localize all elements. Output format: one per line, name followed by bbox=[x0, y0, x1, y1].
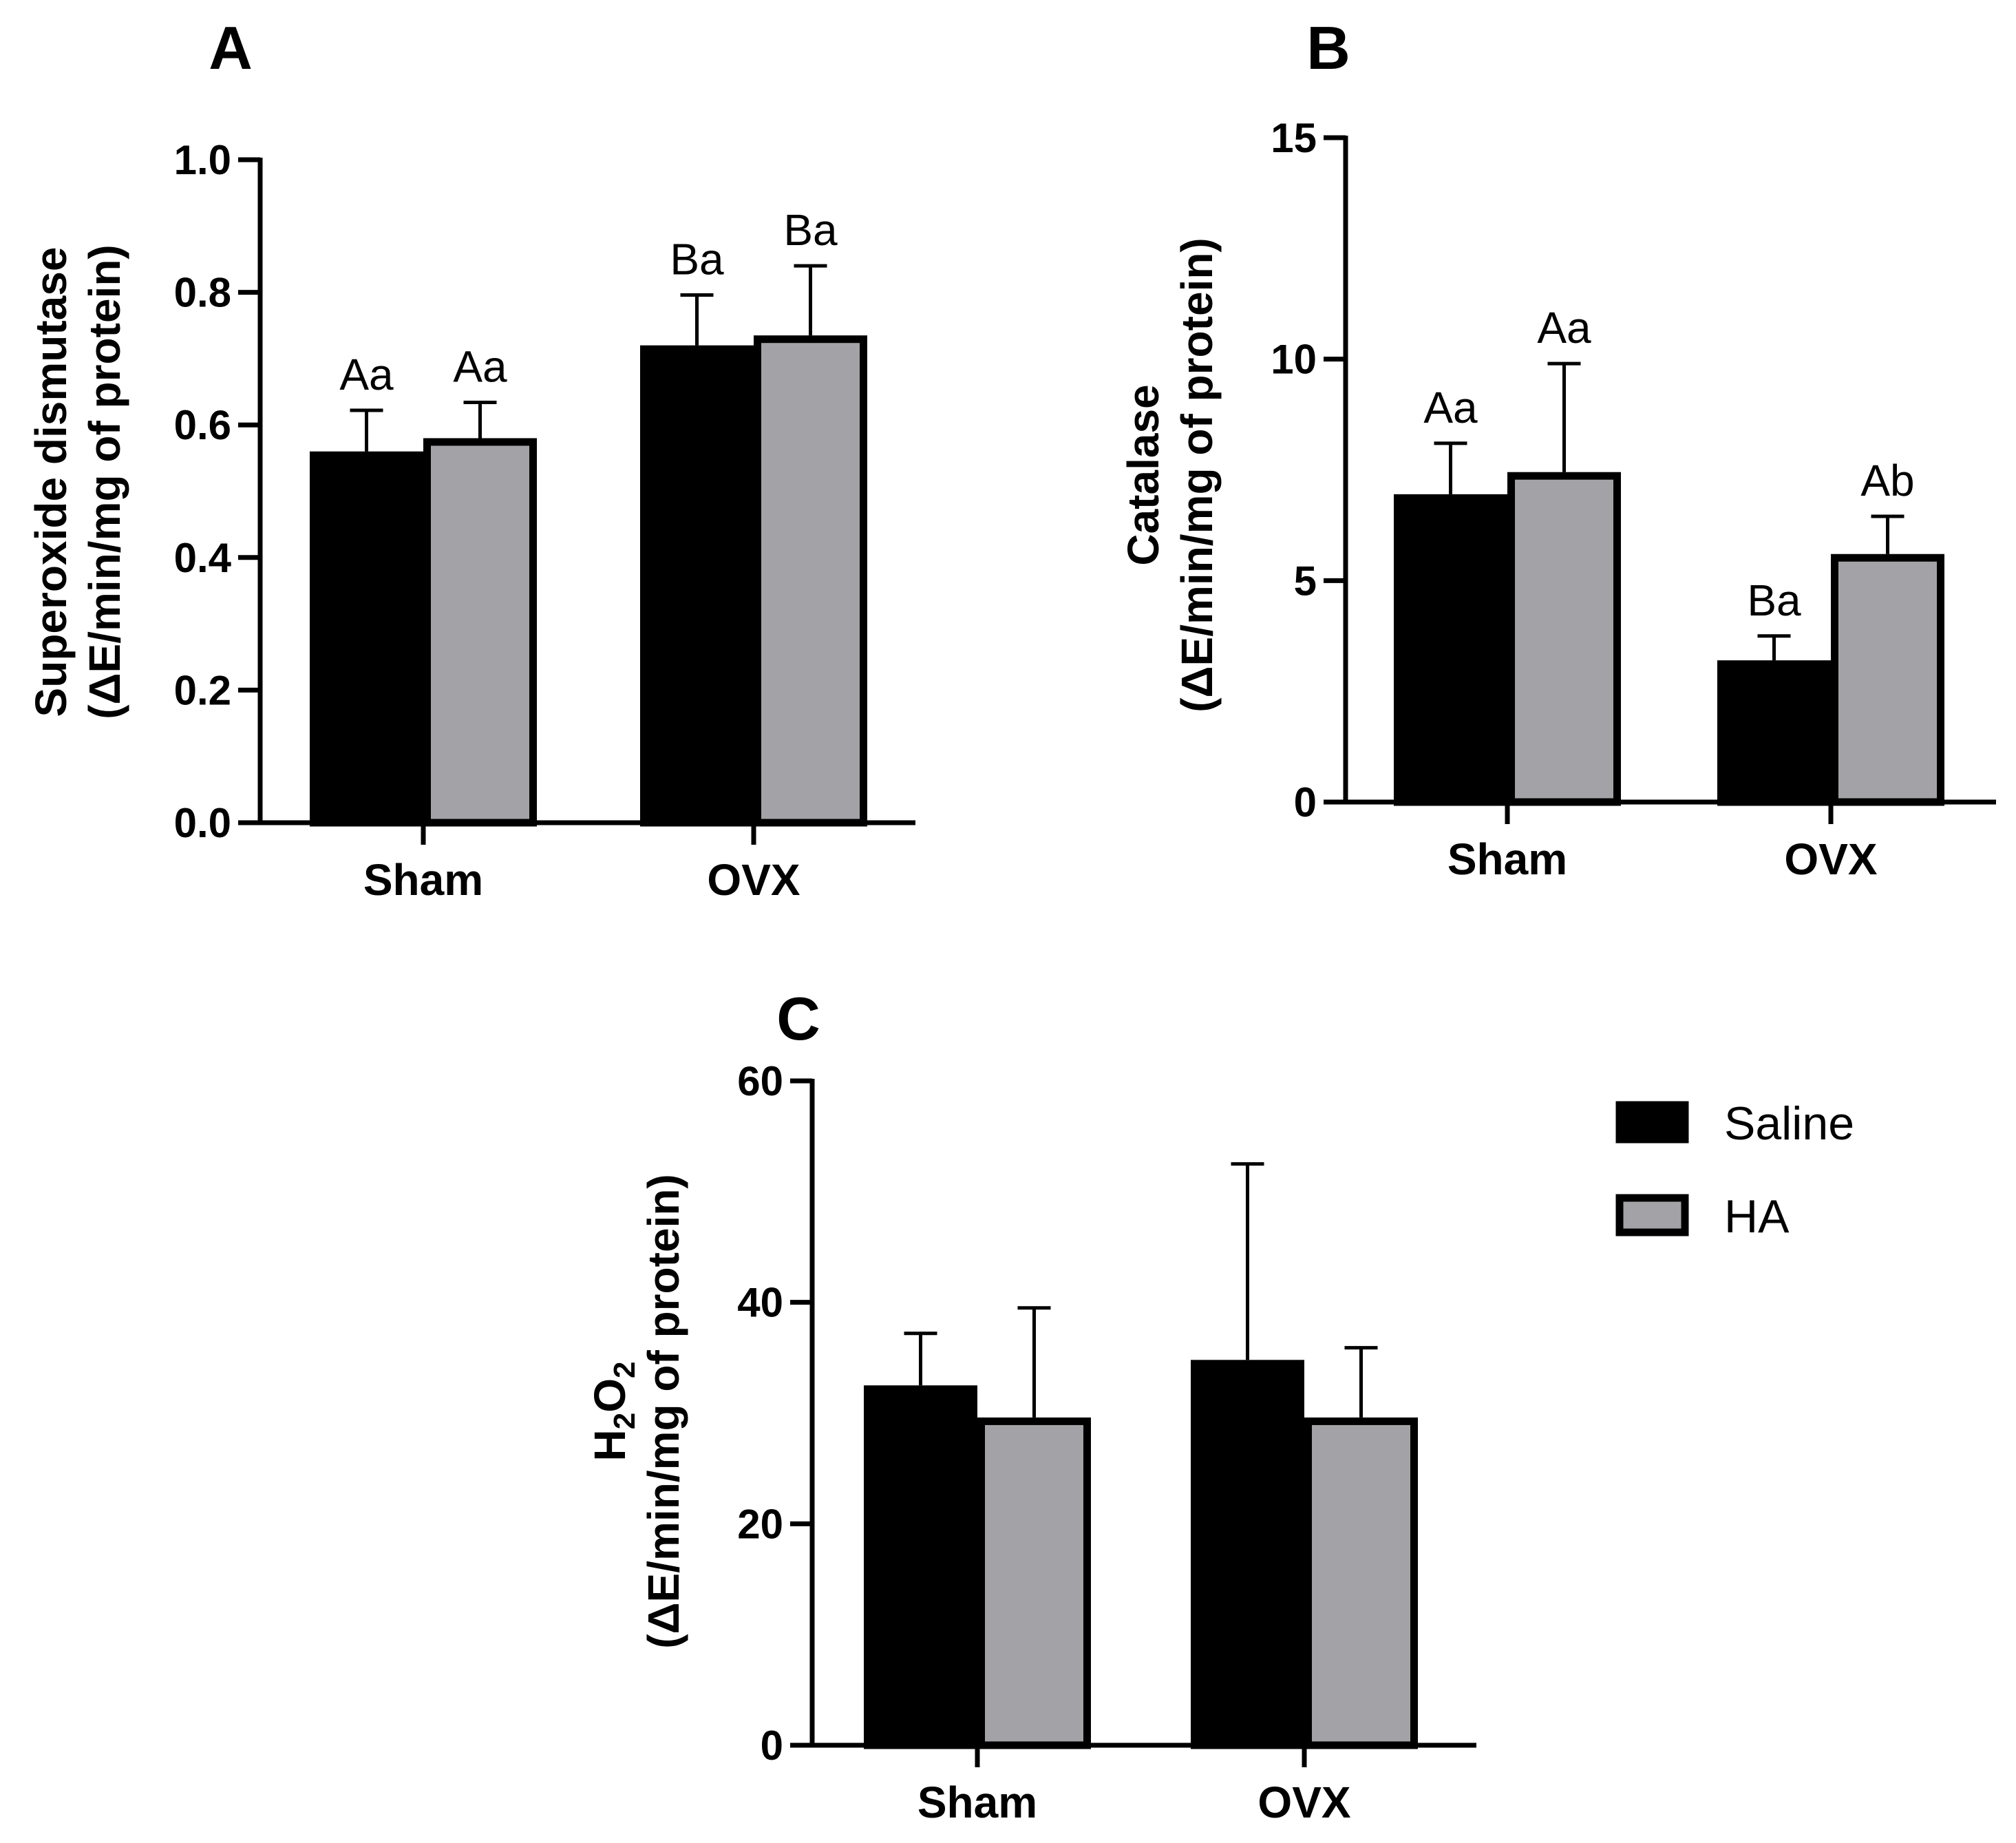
panel-c-y-title-line1: H2O2 bbox=[585, 1362, 641, 1462]
legend: Saline HA bbox=[1615, 1097, 1854, 1243]
h2o2-sub1: 2 bbox=[608, 1413, 641, 1429]
panel-b-ytick-label-2: 10 bbox=[1271, 337, 1317, 383]
panel-b-y-title-line1: Catalase bbox=[1118, 384, 1168, 565]
legend-label-ha: HA bbox=[1724, 1190, 1790, 1243]
panel-a-y-title: Superoxide dismutase (ΔE/min/mg of prote… bbox=[26, 244, 129, 719]
legend-swatch-ha bbox=[1615, 1194, 1689, 1236]
panel-b-letter: B bbox=[1306, 14, 1350, 82]
panel-c-y-title: H2O2 (ΔE/min/mg of protein) bbox=[585, 1174, 688, 1649]
panel-b-ytick-label-0: 0 bbox=[1294, 779, 1317, 825]
panel-c-bar-ha-0 bbox=[977, 1417, 1091, 1749]
panel-a-letter: A bbox=[209, 14, 253, 82]
legend-label-saline: Saline bbox=[1724, 1097, 1854, 1150]
panel-b-y-title-line2: (ΔE/min/mg of protein) bbox=[1172, 238, 1222, 713]
panel-b-sig-label-saline-0: Aa bbox=[1423, 383, 1478, 432]
panel-a-ytick-label-2: 0.4 bbox=[174, 535, 232, 581]
panel-a-y-title-line2: (ΔE/min/mg of protein) bbox=[80, 244, 129, 719]
panel-a-ytick-label-0: 0.0 bbox=[174, 800, 231, 846]
legend-swatch-saline bbox=[1615, 1101, 1689, 1144]
panel-c-ytick-label-3: 60 bbox=[737, 1058, 783, 1104]
panel-a-bar-saline-1 bbox=[640, 345, 754, 827]
panel-a-category-label-1: OVX bbox=[707, 855, 800, 905]
panel-c-ytick-label-1: 20 bbox=[737, 1501, 783, 1547]
panel-a-bar-saline-0 bbox=[310, 451, 423, 827]
h2o2-o: O bbox=[585, 1378, 635, 1413]
panel-a-ytick-label-5: 1.0 bbox=[174, 137, 231, 183]
h2o2-h: H bbox=[585, 1429, 635, 1461]
panel-b-category-label-0: Sham bbox=[1447, 834, 1567, 884]
panel-c-bar-saline-1 bbox=[1191, 1360, 1304, 1749]
panel-a-ytick-label-3: 0.6 bbox=[174, 402, 231, 448]
panel-b-sig-label-saline-1: Ba bbox=[1747, 576, 1801, 625]
panel-b-bar-ha-0 bbox=[1507, 472, 1621, 806]
panel-b-sig-label-ha-1: Ab bbox=[1860, 456, 1914, 505]
panel-b-ytick-label-1: 5 bbox=[1294, 558, 1317, 604]
panel-b-sig-label-ha-0: Aa bbox=[1537, 303, 1591, 352]
panel-a: A Superoxide dismutase (ΔE/min/mg of pro… bbox=[26, 14, 915, 905]
panel-a-category-label-0: Sham bbox=[363, 855, 483, 905]
panel-c-ytick-label-0: 0 bbox=[761, 1723, 783, 1769]
panel-a-ytick-label-1: 0.2 bbox=[174, 667, 231, 713]
panel-a-sig-label-saline-1: Ba bbox=[670, 234, 724, 284]
panel-b-y-title: Catalase (ΔE/min/mg of protein) bbox=[1118, 238, 1222, 713]
panel-c-ytick-label-2: 40 bbox=[737, 1280, 783, 1326]
panel-a-ytick-label-4: 0.8 bbox=[174, 270, 231, 316]
panel-c-bar-saline-0 bbox=[864, 1385, 977, 1749]
panel-b-category-label-1: OVX bbox=[1784, 834, 1877, 884]
panel-c-y-title-line2: (ΔE/min/mg of protein) bbox=[639, 1174, 688, 1649]
panel-a-sig-label-saline-0: Aa bbox=[339, 350, 394, 399]
panel-b-bar-ha-1 bbox=[1831, 554, 1944, 806]
panel-a-sig-label-ha-0: Aa bbox=[453, 341, 507, 391]
panel-c-category-label-1: OVX bbox=[1258, 1778, 1350, 1827]
panel-c-category-label-0: Sham bbox=[917, 1778, 1037, 1827]
panel-b: B Catalase (ΔE/min/mg of protein) Aa Ba Aa… bbox=[1118, 14, 1996, 884]
panel-a-y-title-line1: Superoxide dismutase bbox=[26, 247, 76, 717]
panel-a-bar-ha-0 bbox=[423, 438, 537, 827]
panel-a-sig-label-ha-1: Ba bbox=[783, 205, 838, 255]
panel-a-bar-ha-1 bbox=[754, 335, 867, 827]
panel-c-bar-ha-1 bbox=[1304, 1417, 1418, 1749]
panel-b-ytick-label-3: 15 bbox=[1271, 115, 1317, 161]
panel-c-letter: C bbox=[776, 984, 820, 1053]
panel-c: C H2O2 (ΔE/min/mg of protein) 0204060Sha… bbox=[585, 984, 1476, 1827]
panel-b-bar-saline-0 bbox=[1394, 494, 1507, 806]
h2o2-sub2: 2 bbox=[608, 1362, 641, 1378]
panel-b-bar-saline-1 bbox=[1717, 660, 1831, 806]
